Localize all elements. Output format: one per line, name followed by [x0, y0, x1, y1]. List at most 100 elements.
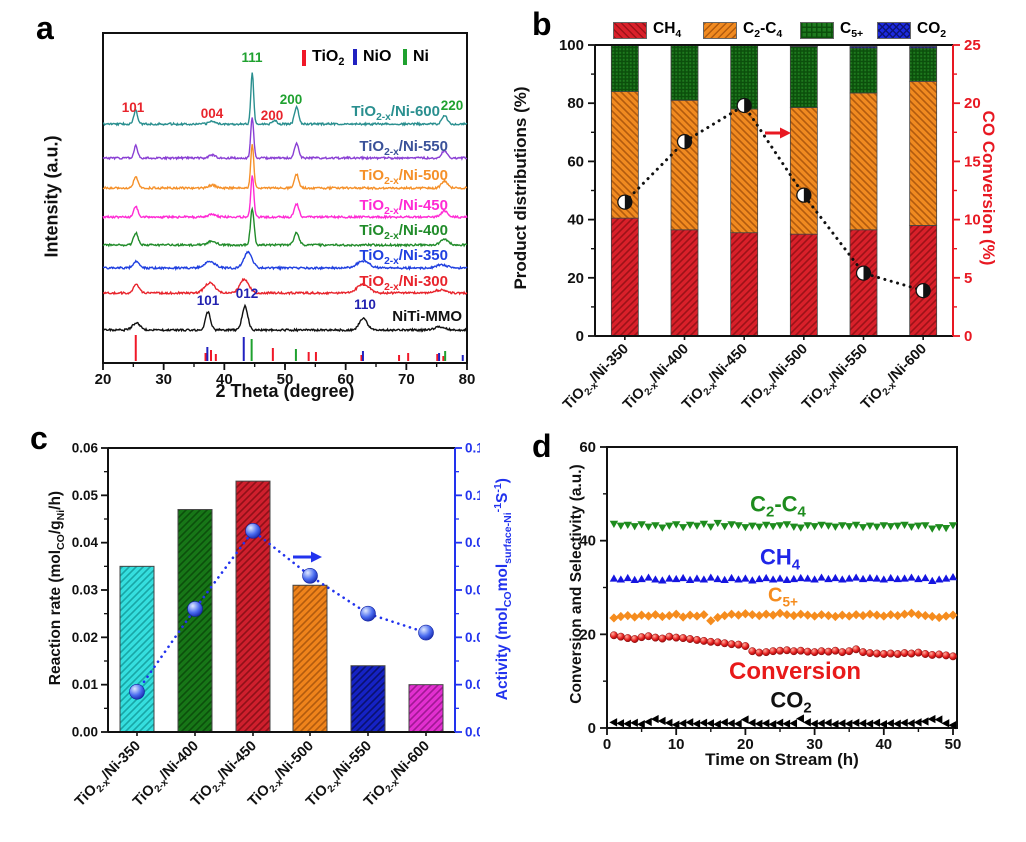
- xrd-curve-TiO2-x/Ni-350: [102, 250, 468, 271]
- panel-a-x-axis-title: 2 Theta (degree): [215, 381, 355, 401]
- y-right-tick-label: 10: [964, 212, 981, 229]
- x-tick-label: 30: [806, 736, 823, 753]
- activity-marker: [418, 624, 434, 641]
- y-right-tick-label: 0.08: [465, 535, 480, 550]
- y-left-tick-label: 40: [567, 212, 584, 229]
- legend-label: Ni: [413, 48, 429, 65]
- legend-item-NiO: NiO: [353, 48, 391, 66]
- xrd-curve-TiO2-x/Ni-550: [102, 117, 468, 161]
- bar-CH4-TiO2-x/Ni-550: [849, 229, 878, 337]
- legend-label: CH4: [653, 20, 682, 41]
- legend-item-C2-C4: C2-C4: [703, 20, 782, 40]
- y-left-tick-label: 100: [559, 37, 584, 54]
- panel-c-reaction-rate-plot: 0.00 0.01 0.02 0.03 0.04 0.05 0.06 0.00 0.02 0.04…: [72, 441, 480, 740]
- co-conversion-marker: [796, 187, 812, 203]
- x-tick-label: 20: [737, 736, 754, 753]
- co-conversion-marker: [855, 265, 872, 281]
- series-C2-C4: [609, 519, 958, 533]
- series-CH4: [609, 572, 958, 584]
- peak-index-label: 220: [441, 98, 464, 113]
- y-tick-label: 60: [579, 439, 596, 456]
- x-tick-label: 40: [216, 371, 233, 385]
- y-left-tick-label: 80: [567, 95, 584, 112]
- x-tick-label: 80: [459, 371, 476, 385]
- activity-marker: [187, 601, 203, 617]
- plot-frame: [606, 446, 958, 729]
- activity-line: [135, 528, 428, 694]
- y-left-tick-label: 0.02: [72, 630, 98, 645]
- y-right-tick-label: 0: [964, 328, 972, 345]
- bar-C2-C4-TiO2-x/Ni-400: [670, 99, 699, 231]
- bar-CH4-TiO2-x/Ni-400: [670, 229, 699, 337]
- co-conversion-marker: [617, 194, 633, 210]
- curve-label-TiO2-x/Ni-500: TiO2-x/Ni-500: [359, 167, 448, 187]
- curve-label-TiO2-x/Ni-300: TiO2-x/Ni-300: [359, 273, 448, 293]
- y-tick-label: 20: [579, 626, 596, 643]
- bar-C5+-TiO2-x/Ni-600: [909, 47, 938, 82]
- series-label-C5+: C5+: [768, 584, 798, 610]
- y-left-tick-label: 0.05: [72, 488, 99, 503]
- peak-index-label: 111: [241, 50, 263, 65]
- bar-CO2-TiO2-x/Ni-550: [849, 46, 878, 49]
- peak-index-label: 004: [201, 106, 224, 121]
- bar-rate-TiO2-x/Ni-600: [408, 684, 444, 733]
- legend-item-CH4: CH4: [613, 20, 681, 40]
- xrd-curve-TiO2-x/Ni-450: [102, 175, 468, 220]
- bar-C5+-TiO2-x/Ni-350: [610, 44, 639, 92]
- bar-rate-TiO2-x/Ni-450: [235, 480, 271, 733]
- y-left-tick-label: 0.01: [72, 677, 99, 692]
- x-tick-label: 50: [945, 736, 962, 753]
- legend-item-C5+: C5+: [800, 20, 863, 40]
- bar-C2-C4-TiO2-x/Ni-450: [730, 108, 759, 234]
- panel-c-right-axis-title: Activity (molCOmolsurface-Ni-1S-1): [491, 478, 515, 701]
- legend-label: C5+: [840, 20, 864, 41]
- y-left-tick-label: 20: [567, 270, 584, 287]
- legend-marker-NiO: [353, 49, 357, 65]
- peak-index-label: 012: [236, 286, 259, 301]
- xrd-curve-TiO2-x/Ni-600: [102, 72, 468, 127]
- bar-rate-TiO2-x/Ni-550: [350, 665, 386, 733]
- bar-C5+-TiO2-x/Ni-550: [849, 47, 878, 94]
- peak-index-label: 110: [354, 297, 376, 312]
- y-right-tick-label: 15: [964, 153, 981, 170]
- panel-letter-d: d: [532, 428, 552, 464]
- y-tick-label: 40: [579, 533, 596, 550]
- peak-index-label: 101: [197, 293, 220, 308]
- panel-letter-a: a: [36, 10, 54, 46]
- y-left-tick-label: 60: [567, 153, 584, 170]
- y-right-tick-label: 20: [964, 95, 981, 112]
- co-conversion-line: [623, 103, 925, 293]
- y-left-tick-label: 0.03: [72, 583, 99, 598]
- x-tick-label: 10: [668, 736, 685, 753]
- curve-label-NiTi-MMO: NiTi-MMO: [392, 308, 462, 325]
- peak-index-label: 101: [122, 100, 145, 115]
- y-left-tick-label: 0.04: [72, 535, 99, 550]
- xrd-curve-TiO2-x/Ni-300: [102, 277, 468, 296]
- curve-label-TiO2-x/Ni-600: TiO2-x/Ni-600: [351, 103, 440, 123]
- xrd-curve-NiTi-MMO: [102, 303, 468, 333]
- bar-C2-C4-TiO2-x/Ni-600: [909, 80, 938, 226]
- panel-b-product-distribution-plot: 0 20 40 60 80 100 0 5 10 15 20 25: [559, 37, 981, 345]
- series-label-CO2: CO2: [770, 687, 812, 717]
- x-tick-label: 40: [875, 736, 892, 753]
- curve-label-TiO2-x/Ni-350: TiO2-x/Ni-350: [359, 247, 448, 267]
- panel-b-left-axis-title: Product distributions (%): [511, 86, 530, 290]
- x-tick-label: 70: [398, 371, 415, 385]
- legend-item-TiO2: TiO2: [302, 48, 344, 68]
- legend-swatch-C2-C4: [703, 21, 737, 39]
- bar-rate-TiO2-x/Ni-350: [119, 565, 155, 733]
- panel-letter-c: c: [30, 420, 48, 456]
- curve-label-TiO2-x/Ni-550: TiO2-x/Ni-550: [359, 138, 448, 158]
- bar-CH4-TiO2-x/Ni-600: [909, 225, 938, 337]
- bar-CO2-TiO2-x/Ni-600: [909, 46, 938, 49]
- xrd-curve-TiO2-x/Ni-500: [102, 144, 468, 191]
- series-CO2: [609, 714, 957, 730]
- legend-label: CO2: [917, 20, 947, 41]
- legend-label: NiO: [363, 48, 392, 65]
- legend-swatch-C5+: [800, 21, 834, 39]
- activity-marker: [360, 605, 376, 622]
- y-right-tick-label: 0.00: [465, 725, 480, 740]
- x-tick-label: 50: [277, 371, 294, 385]
- xrd-curve-TiO2-x/Ni-400: [102, 206, 468, 248]
